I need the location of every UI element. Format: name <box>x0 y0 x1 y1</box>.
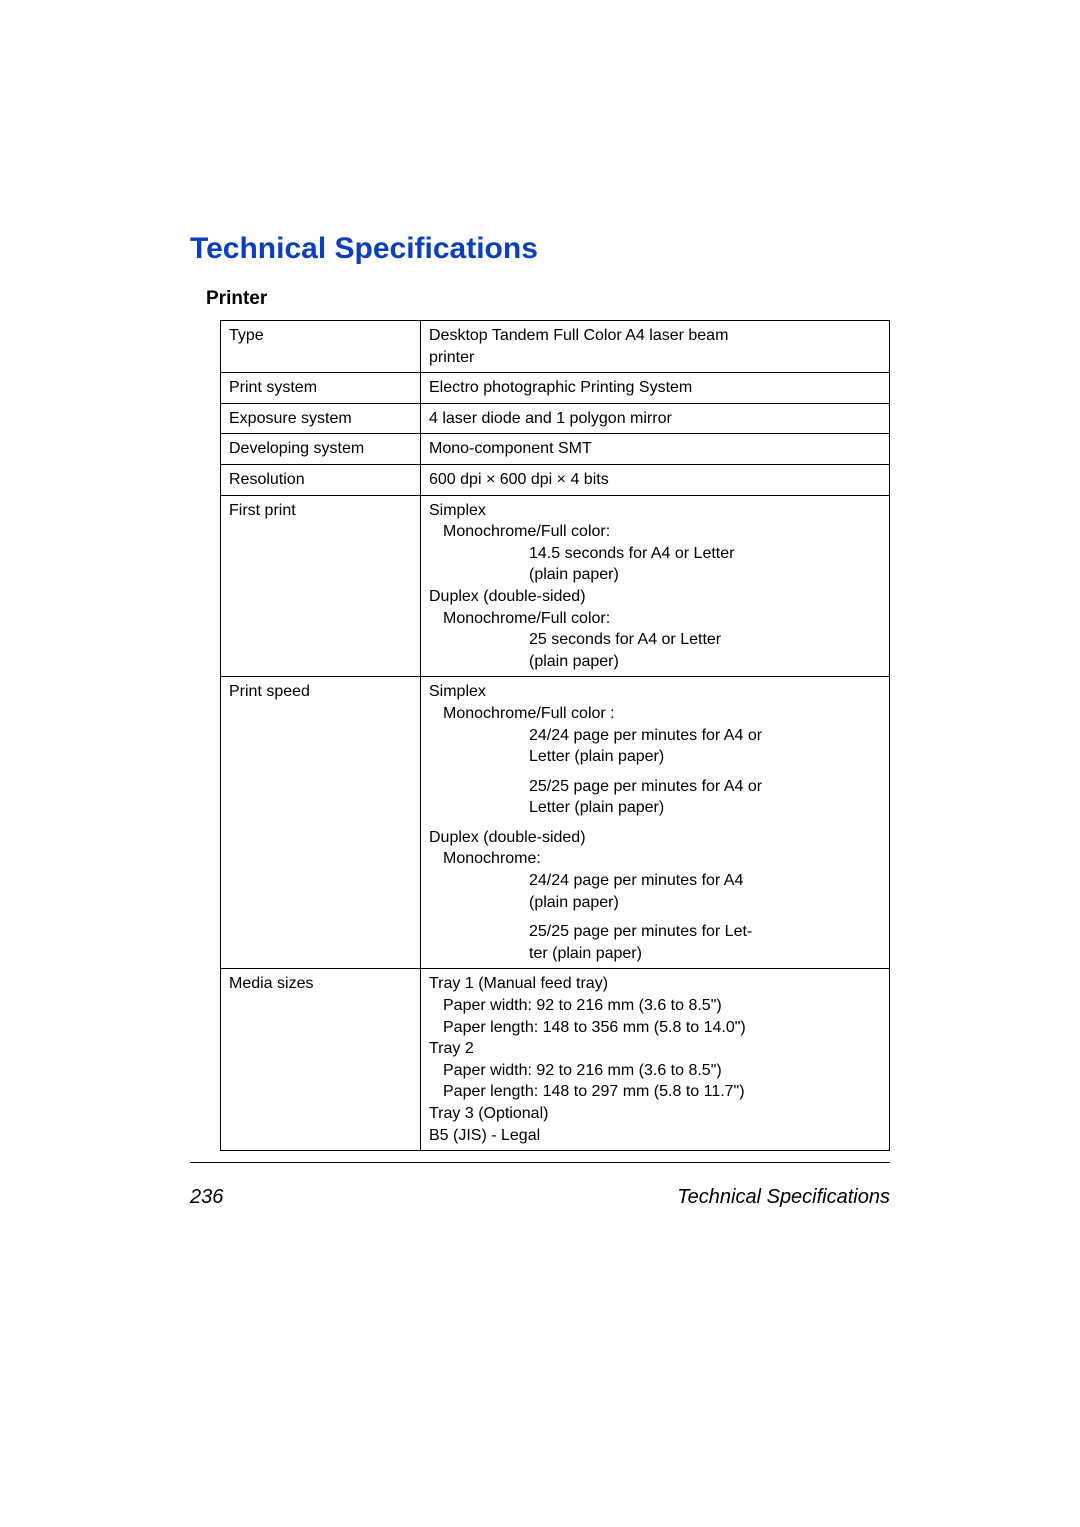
spec-value: SimplexMonochrome/Full color:14.5 second… <box>421 495 890 677</box>
spec-value-line: Desktop Tandem Full Color A4 laser beam <box>429 325 881 347</box>
page-content: Technical Specifications Printer TypeDes… <box>190 232 890 1151</box>
spacer <box>429 768 881 776</box>
spec-value-line: Duplex (double-sided) <box>429 586 881 608</box>
spec-label: Resolution <box>221 464 421 495</box>
spec-value: Mono-component SMT <box>421 434 890 465</box>
spec-label: Print speed <box>221 677 421 969</box>
table-row: Exposure system 4 laser diode and 1 polyg… <box>221 403 890 434</box>
table-row: Developing system Mono-component SMT <box>221 434 890 465</box>
spec-value-line: 24/24 page per minutes for A4 or <box>429 725 881 747</box>
spec-value-line: Tray 1 (Manual feed tray) <box>429 973 881 995</box>
page-number: 236 <box>190 1186 223 1209</box>
spec-value-line: B5 (JIS) - Legal <box>429 1125 881 1147</box>
spec-value-line: Tray 2 <box>429 1038 881 1060</box>
spec-value-line: Paper width: 92 to 216 mm (3.6 to 8.5") <box>429 995 881 1017</box>
spec-value: Tray 1 (Manual feed tray)Paper width: 92… <box>421 969 890 1151</box>
spec-value-line: 4 laser diode and 1 polygon mirror <box>429 408 881 430</box>
spec-label: Media sizes <box>221 969 421 1151</box>
sub-heading: Printer <box>206 288 890 310</box>
spec-value-line: 25 seconds for A4 or Letter <box>429 629 881 651</box>
spec-value-line: Monochrome/Full color : <box>429 703 881 725</box>
spec-label: Exposure system <box>221 403 421 434</box>
spec-label: First print <box>221 495 421 677</box>
table-row: Resolution 600 dpi × 600 dpi × 4 bits <box>221 464 890 495</box>
spec-value-line: 600 dpi × 600 dpi × 4 bits <box>429 469 881 491</box>
table-row: Media sizesTray 1 (Manual feed tray)Pape… <box>221 969 890 1151</box>
table-row: Print system Electro photographic Printin… <box>221 373 890 404</box>
spec-value-line: 25/25 page per minutes for Let- <box>429 921 881 943</box>
spec-value-line: (plain paper) <box>429 892 881 914</box>
spec-value-line: Monochrome/Full color: <box>429 521 881 543</box>
spec-value-line: printer <box>429 347 881 369</box>
main-heading: Technical Specifications <box>190 232 890 266</box>
table-row: First printSimplexMonochrome/Full color:… <box>221 495 890 677</box>
spec-value-line: Paper width: 92 to 216 mm (3.6 to 8.5") <box>429 1060 881 1082</box>
spec-label: Print system <box>221 373 421 404</box>
spec-value: 4 laser diode and 1 polygon mirror <box>421 403 890 434</box>
spec-label: Type <box>221 321 421 373</box>
spec-label: Developing system <box>221 434 421 465</box>
table-row: Print speedSimplexMonochrome/Full color … <box>221 677 890 969</box>
spec-value-line: Mono-component SMT <box>429 438 881 460</box>
spec-value-line: Paper length: 148 to 356 mm (5.8 to 14.0… <box>429 1017 881 1039</box>
spec-value: SimplexMonochrome/Full color :24/24 page… <box>421 677 890 969</box>
spec-value-line: Letter (plain paper) <box>429 746 881 768</box>
spec-value-line: (plain paper) <box>429 564 881 586</box>
spec-value-line: Simplex <box>429 681 881 703</box>
spec-value-line: 14.5 seconds for A4 or Letter <box>429 543 881 565</box>
spec-value-line: Monochrome: <box>429 848 881 870</box>
spec-value-line: Electro photographic Printing System <box>429 377 881 399</box>
footer-rule <box>190 1162 890 1163</box>
spec-value-line: ter (plain paper) <box>429 943 881 965</box>
spec-value-line: Letter (plain paper) <box>429 797 881 819</box>
spec-value-line: (plain paper) <box>429 651 881 673</box>
spec-value: Electro photographic Printing System <box>421 373 890 404</box>
spec-value-line: Monochrome/Full color: <box>429 608 881 630</box>
spec-value: Desktop Tandem Full Color A4 laser beamp… <box>421 321 890 373</box>
spacer <box>429 913 881 921</box>
table-row: TypeDesktop Tandem Full Color A4 laser b… <box>221 321 890 373</box>
footer-title: Technical Specifications <box>677 1186 890 1209</box>
spec-value-line: Paper length: 148 to 297 mm (5.8 to 11.7… <box>429 1081 881 1103</box>
spec-value-line: Simplex <box>429 500 881 522</box>
spec-value-line: Duplex (double-sided) <box>429 827 881 849</box>
spec-value: 600 dpi × 600 dpi × 4 bits <box>421 464 890 495</box>
spec-value-line: 25/25 page per minutes for A4 or <box>429 776 881 798</box>
spec-table: TypeDesktop Tandem Full Color A4 laser b… <box>220 320 890 1151</box>
spec-value-line: Tray 3 (Optional) <box>429 1103 881 1125</box>
spec-value-line: 24/24 page per minutes for A4 <box>429 870 881 892</box>
spacer <box>429 819 881 827</box>
